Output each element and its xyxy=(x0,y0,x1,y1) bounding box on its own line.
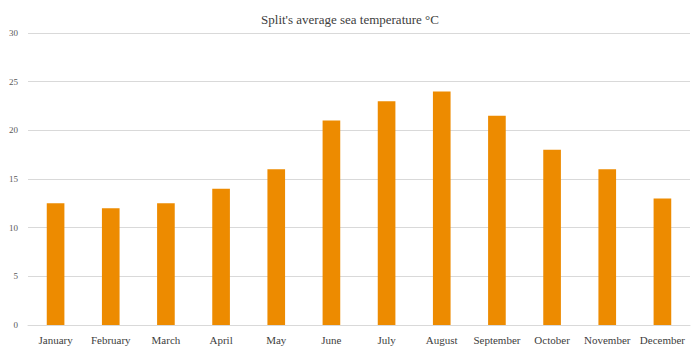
svg-text:November: November xyxy=(584,334,631,346)
svg-text:Split's average sea temperatur: Split's average sea temperature °C xyxy=(261,12,439,27)
svg-text:December: December xyxy=(640,334,686,346)
svg-text:August: August xyxy=(426,334,458,346)
svg-text:30: 30 xyxy=(9,28,19,38)
svg-text:March: March xyxy=(152,334,181,346)
svg-text:15: 15 xyxy=(9,174,19,184)
svg-text:February: February xyxy=(91,334,131,346)
svg-text:October: October xyxy=(534,334,570,346)
svg-text:20: 20 xyxy=(9,125,19,135)
svg-text:September: September xyxy=(473,334,520,346)
svg-text:May: May xyxy=(266,334,287,346)
svg-text:July: July xyxy=(377,334,396,346)
svg-text:January: January xyxy=(38,334,73,346)
svg-text:0: 0 xyxy=(14,320,19,330)
svg-text:25: 25 xyxy=(9,77,19,87)
svg-text:5: 5 xyxy=(14,271,19,281)
svg-text:April: April xyxy=(209,334,232,346)
svg-text:10: 10 xyxy=(9,223,19,233)
svg-text:June: June xyxy=(321,334,341,346)
